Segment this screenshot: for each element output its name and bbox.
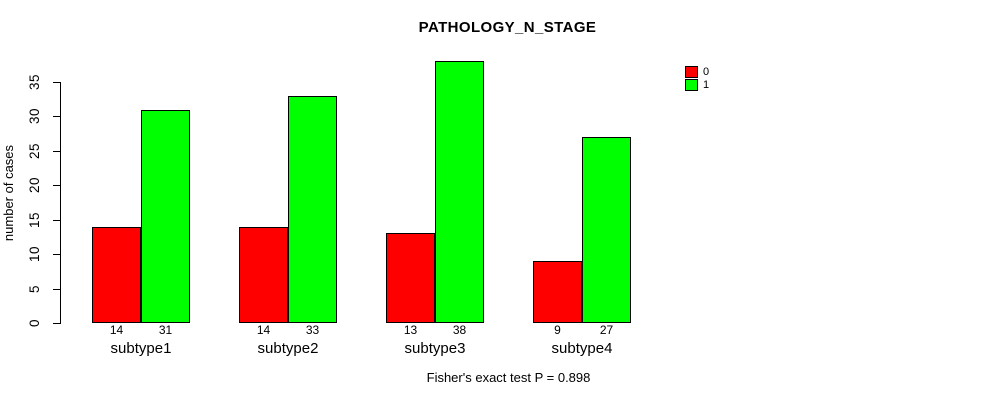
y-axis-tick — [53, 82, 60, 83]
bar-series-1-subtype3 — [435, 61, 484, 323]
y-axis-tick-label: 20 — [27, 177, 42, 194]
y-axis-label: number of cases — [1, 144, 16, 242]
category-label-subtype2: subtype2 — [257, 340, 319, 357]
y-axis-tick-label: 10 — [27, 246, 42, 263]
y-axis-tick-label: 35 — [27, 73, 42, 91]
y-axis-tick — [53, 219, 60, 221]
bar-value-label: 31 — [158, 323, 173, 337]
bar-value-label: 33 — [305, 323, 320, 337]
bar-value-label: 27 — [599, 323, 614, 337]
y-axis-tick — [53, 288, 60, 290]
bar-value-label: 9 — [554, 323, 561, 337]
bar-series-0-subtype2 — [239, 226, 288, 323]
fisher-test-caption: Fisher's exact test P = 0.898 — [426, 370, 591, 385]
y-axis-line — [60, 82, 61, 324]
legend-label-1: 1 — [703, 78, 710, 91]
bar-series-0-subtype4 — [533, 261, 582, 323]
y-axis-tick-label: 30 — [27, 108, 42, 125]
y-axis-tick-label: 0 — [27, 319, 42, 328]
bar-series-1-subtype4 — [582, 137, 631, 323]
bar-series-1-subtype1 — [141, 109, 190, 323]
bar-value-label: 13 — [403, 323, 418, 337]
bar-value-label: 38 — [452, 323, 467, 337]
legend-label-0: 0 — [703, 66, 710, 78]
y-axis-tick — [53, 254, 60, 256]
y-axis-tick — [53, 150, 60, 152]
bar-value-label: 14 — [256, 323, 271, 337]
bar-series-0-subtype3 — [386, 233, 435, 323]
bar-value-label: 14 — [109, 323, 124, 337]
category-label-subtype4: subtype4 — [551, 340, 613, 357]
y-axis-tick-label: 15 — [27, 211, 42, 228]
category-label-subtype3: subtype3 — [404, 340, 466, 357]
bar-series-0-subtype1 — [92, 226, 141, 323]
bar-series-1-subtype2 — [288, 95, 337, 323]
y-axis-tick — [53, 116, 60, 118]
y-axis-tick-label: 25 — [27, 142, 42, 159]
y-axis-tick-label: 5 — [27, 284, 42, 293]
legend-swatch-0 — [685, 66, 698, 78]
y-axis-tick — [53, 323, 60, 324]
category-label-subtype1: subtype1 — [110, 340, 172, 357]
legend-swatch-1 — [685, 78, 698, 91]
y-axis-tick — [53, 185, 60, 187]
chart-title: PATHOLOGY_N_STAGE — [418, 19, 597, 36]
